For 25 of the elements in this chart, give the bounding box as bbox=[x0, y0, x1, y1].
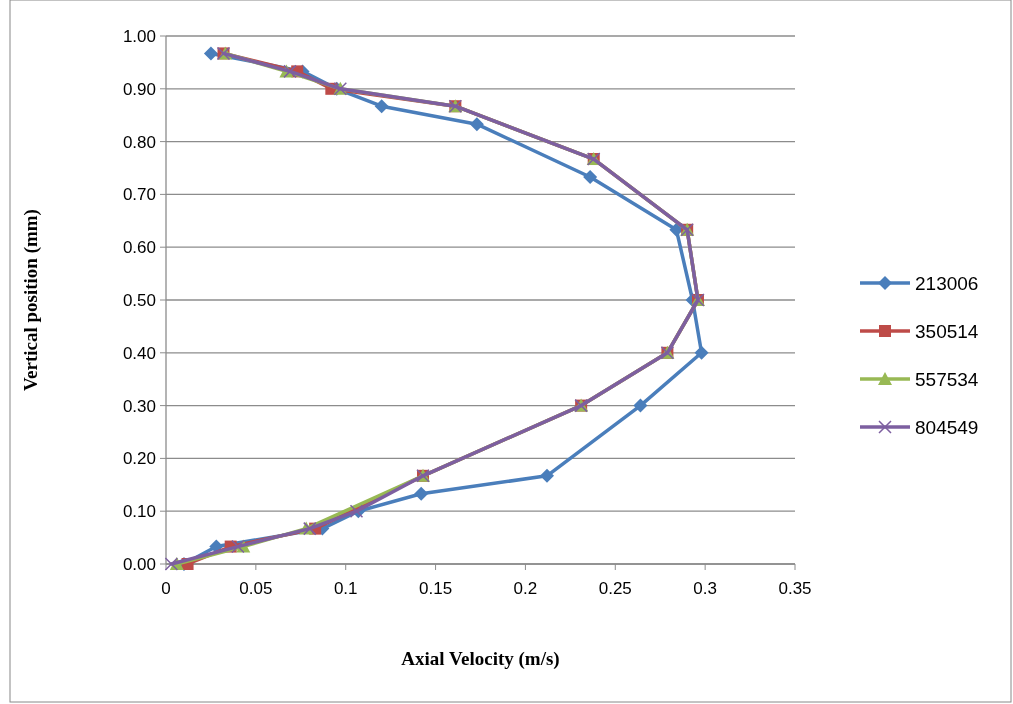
y-tick-label: 0.30 bbox=[122, 396, 156, 416]
y-tick-label: 0.90 bbox=[122, 79, 156, 99]
x-tick-label: 0.3 bbox=[693, 579, 717, 598]
x-tick-label: 0.05 bbox=[239, 579, 273, 598]
x-tick-label: 0.2 bbox=[513, 579, 538, 598]
legend-label: 557534 bbox=[915, 368, 979, 390]
y-tick-label: 0.80 bbox=[122, 132, 156, 152]
x-tick-label: 0.1 bbox=[333, 579, 358, 598]
y-axis-title: Vertical position (mm) bbox=[20, 209, 42, 391]
y-tick-label: 0.40 bbox=[122, 343, 156, 363]
y-tick-label: 0.00 bbox=[122, 554, 156, 574]
y-tick-label: 0.50 bbox=[122, 290, 156, 310]
x-tick-label: 0 bbox=[161, 579, 171, 598]
y-tick-label: 0.60 bbox=[122, 238, 156, 258]
x-tick-label: 0.15 bbox=[419, 579, 453, 598]
x-tick-label: 0.25 bbox=[598, 579, 632, 598]
x-axis-title: Axial Velocity (m/s) bbox=[401, 648, 560, 670]
x-tick-label: 0.35 bbox=[778, 579, 812, 598]
y-tick-label: 0.70 bbox=[122, 185, 156, 205]
y-tick-label: 0.10 bbox=[122, 502, 156, 522]
legend-label: 804549 bbox=[915, 416, 979, 438]
legend-label: 350514 bbox=[915, 320, 979, 342]
legend-label: 213006 bbox=[915, 272, 979, 294]
y-tick-label: 0.20 bbox=[122, 449, 156, 469]
y-tick-label: 1.00 bbox=[122, 26, 156, 46]
